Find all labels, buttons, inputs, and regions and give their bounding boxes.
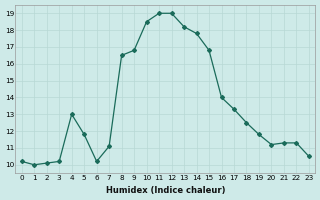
X-axis label: Humidex (Indice chaleur): Humidex (Indice chaleur) <box>106 186 225 195</box>
